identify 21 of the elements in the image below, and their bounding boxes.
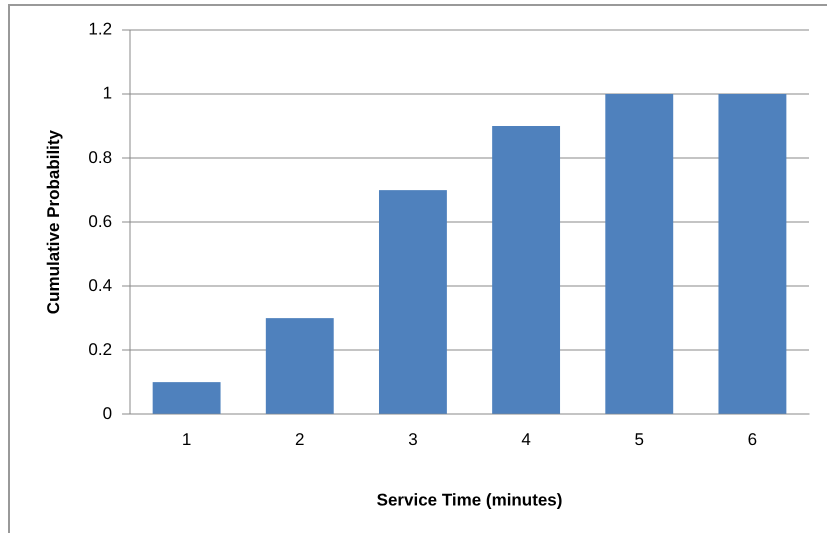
x-axis-title: Service Time (minutes) [376, 490, 562, 510]
bar [152, 382, 221, 414]
y-axis-title: Cumulative Probability [44, 129, 63, 314]
bar [266, 318, 334, 414]
y-tick-label: 0 [102, 404, 112, 423]
y-tick-label: 0.8 [88, 148, 112, 167]
bar [492, 126, 560, 414]
y-tick-label: 0.6 [88, 212, 112, 231]
y-tick-label: 0.2 [88, 340, 112, 359]
bar [605, 94, 674, 414]
y-tick-label: 0.4 [88, 276, 112, 295]
x-tick-label: 4 [521, 430, 531, 450]
x-tick-label: 6 [748, 430, 758, 450]
x-tick-label: 3 [408, 430, 418, 450]
x-tick-label: 2 [295, 430, 305, 450]
bar [718, 94, 786, 414]
x-tick-label: 5 [634, 430, 644, 450]
y-tick-label: 1 [102, 84, 112, 103]
x-tick-label: 1 [182, 430, 192, 450]
bar [378, 190, 447, 414]
y-tick-label: 1.2 [88, 20, 112, 39]
